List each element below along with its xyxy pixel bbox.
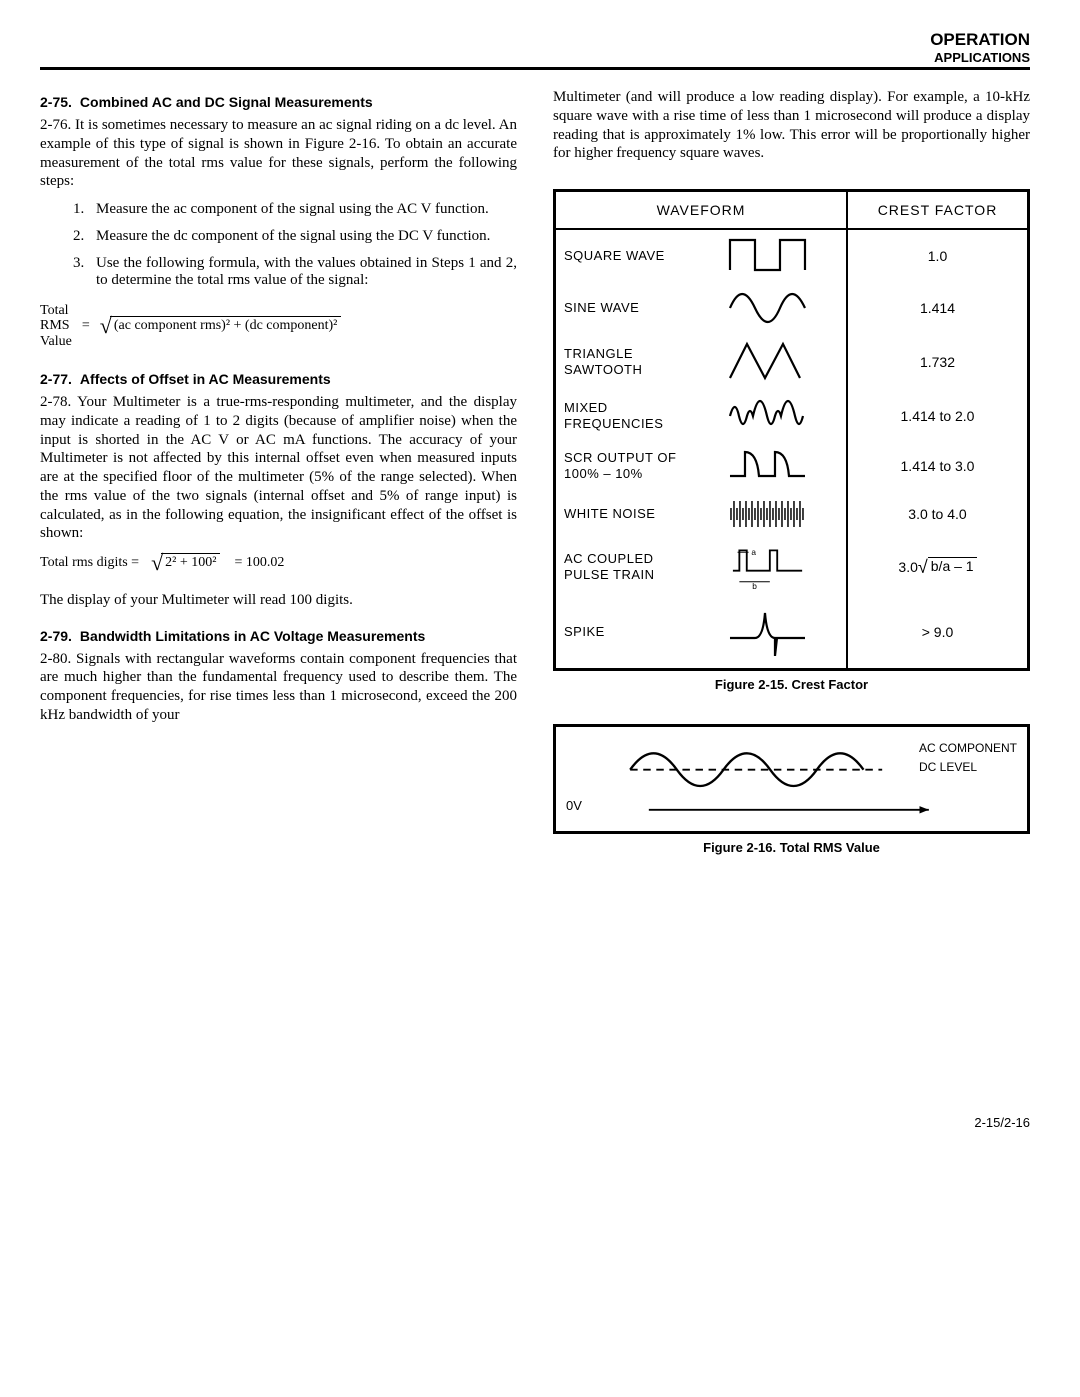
section-num: 2-75. (40, 94, 72, 110)
svg-text:a: a (751, 547, 756, 557)
crest-factor-value: 1.414 (848, 282, 1027, 334)
crest-factor-value: 1.414 to 3.0 (848, 442, 1027, 490)
cf-table-row: WHITE NOISE 3.0 to 4.0 (556, 490, 1027, 538)
paragraph-2-78: 2-78. Your Multimeter is a true-rms-resp… (40, 393, 517, 543)
waveform-label: SINE WAVE (564, 300, 690, 316)
cf-table-row: SCR OUTPUT OF 100% – 10% 1.414 to 3.0 (556, 442, 1027, 490)
figure-2-16-box: AC COMPONENT DC LEVEL 0V (553, 724, 1030, 834)
header-subtitle: APPLICATIONS (40, 50, 1030, 65)
waveform-icon (698, 284, 838, 332)
dc-level-label: DC LEVEL (919, 760, 977, 774)
eq-result: = 100.02 (234, 555, 284, 571)
cf-head-waveform: WAVEFORM (556, 192, 848, 228)
waveform-icon (698, 232, 838, 280)
section-2-75-head: 2-75. Combined AC and DC Signal Measureme… (40, 94, 517, 110)
crest-factor-value: 3.0 to 4.0 (848, 490, 1027, 538)
paragraph-continuation: Multimeter (and will produce a low readi… (553, 88, 1030, 163)
cf-table-row: TRIANGLE SAWTOOTH 1.732 (556, 334, 1027, 390)
left-column: 2-75. Combined AC and DC Signal Measureme… (40, 88, 517, 855)
waveform-icon: a b (698, 543, 838, 591)
cf-table-body: SQUARE WAVE1.0SINE WAVE1.414TRIANGLE SAW… (556, 230, 1027, 668)
section-title: Combined AC and DC Signal Measurements (80, 94, 373, 110)
page-number: 2-15/2-16 (40, 1115, 1030, 1130)
crest-factor-value: 1.732 (848, 334, 1027, 390)
sqrt-content: (ac component rms)² + (dc component)² (110, 316, 342, 334)
waveform-label: SPIKE (564, 624, 690, 640)
cf-table-row: SINE WAVE 1.414 (556, 282, 1027, 334)
sqrt-content: 2² + 100² (161, 553, 220, 571)
waveform-label: WHITE NOISE (564, 506, 690, 522)
cf-table-head: WAVEFORM CREST FACTOR (556, 192, 1027, 230)
fig16-labels: AC COMPONENT DC LEVEL (919, 739, 1017, 777)
wave-cell: WHITE NOISE (556, 490, 848, 538)
step-2: Measure the dc component of the signal u… (88, 228, 517, 245)
step-3: Use the following formula, with the valu… (88, 255, 517, 289)
waveform-label: AC COUPLED PULSE TRAIN (564, 551, 690, 582)
section-num: 2-79. (40, 628, 72, 644)
figure-2-15-caption: Figure 2-15. Crest Factor (553, 677, 1030, 692)
wave-cell: TRIANGLE SAWTOOTH (556, 334, 848, 390)
step-1: Measure the ac component of the signal u… (88, 201, 517, 218)
header-title: OPERATION (40, 30, 1030, 50)
crest-factor-value: 1.0 (848, 230, 1027, 282)
crest-factor-table: WAVEFORM CREST FACTOR SQUARE WAVE1.0SINE… (553, 189, 1030, 671)
zero-volt-label: 0V (566, 798, 582, 813)
sqrt-expression: √ 2² + 100² (151, 553, 220, 573)
cf-table-row: SPIKE > 9.0 (556, 596, 1027, 668)
two-column-layout: 2-75. Combined AC and DC Signal Measureme… (40, 88, 1030, 855)
waveform-icon (698, 338, 838, 386)
wave-cell: MIXED FREQUENCIES (556, 390, 848, 442)
cf-table-row: SQUARE WAVE 1.0 (556, 230, 1027, 282)
wave-cell: AC COUPLED PULSE TRAIN a b (556, 538, 848, 596)
wave-cell: SINE WAVE (556, 282, 848, 334)
steps-list: Measure the ac component of the signal u… (88, 201, 517, 289)
section-2-77-head: 2-77. Affects of Offset in AC Measurement… (40, 371, 517, 387)
crest-factor-value: > 9.0 (848, 596, 1027, 668)
offset-equation: Total rms digits = √ 2² + 100² = 100.02 (40, 553, 517, 573)
waveform-icon (698, 442, 838, 490)
paragraph-2-80: 2-80. Signals with rectangular waveforms… (40, 650, 517, 725)
paragraph-display-reads: The display of your Multimeter will read… (40, 591, 517, 610)
section-num: 2-77. (40, 371, 72, 387)
figure-2-16-caption: Figure 2-16. Total RMS Value (553, 840, 1030, 855)
section-title: Affects of Offset in AC Measurements (80, 371, 331, 387)
right-column: Multimeter (and will produce a low readi… (553, 88, 1030, 855)
crest-factor-value: 3.0√b/a – 1 (848, 538, 1027, 596)
cf-head-crest: CREST FACTOR (848, 192, 1027, 228)
waveform-label: SCR OUTPUT OF 100% – 10% (564, 450, 690, 481)
paragraph-2-76: 2-76. It is sometimes necessary to measu… (40, 116, 517, 191)
wave-cell: SQUARE WAVE (556, 230, 848, 282)
ac-component-label: AC COMPONENT (919, 741, 1017, 755)
sqrt-expression: √ (ac component rms)² + (dc component)² (100, 316, 342, 336)
equals-sign: = (82, 318, 90, 334)
svg-text:b: b (752, 581, 757, 591)
waveform-icon (698, 608, 838, 656)
crest-factor-value: 1.414 to 2.0 (848, 390, 1027, 442)
waveform-icon (698, 392, 838, 440)
section-2-79-head: 2-79. Bandwidth Limitations in AC Voltage… (40, 628, 517, 644)
wave-cell: SCR OUTPUT OF 100% – 10% (556, 442, 848, 490)
formula-label: Total RMS Value (40, 303, 72, 349)
waveform-label: TRIANGLE SAWTOOTH (564, 346, 690, 377)
waveform-label: SQUARE WAVE (564, 248, 690, 264)
cf-table-row: AC COUPLED PULSE TRAIN a b 3.0√b/a – 1 (556, 538, 1027, 596)
total-rms-formula: Total RMS Value = √ (ac component rms)² … (40, 303, 517, 349)
page-header: OPERATION APPLICATIONS (40, 30, 1030, 70)
eq-prefix: Total rms digits = (40, 555, 139, 571)
section-title: Bandwidth Limitations in AC Voltage Meas… (80, 628, 425, 644)
wave-cell: SPIKE (556, 596, 848, 668)
cf-table-row: MIXED FREQUENCIES 1.414 to 2.0 (556, 390, 1027, 442)
waveform-icon (698, 490, 838, 538)
waveform-label: MIXED FREQUENCIES (564, 400, 690, 431)
